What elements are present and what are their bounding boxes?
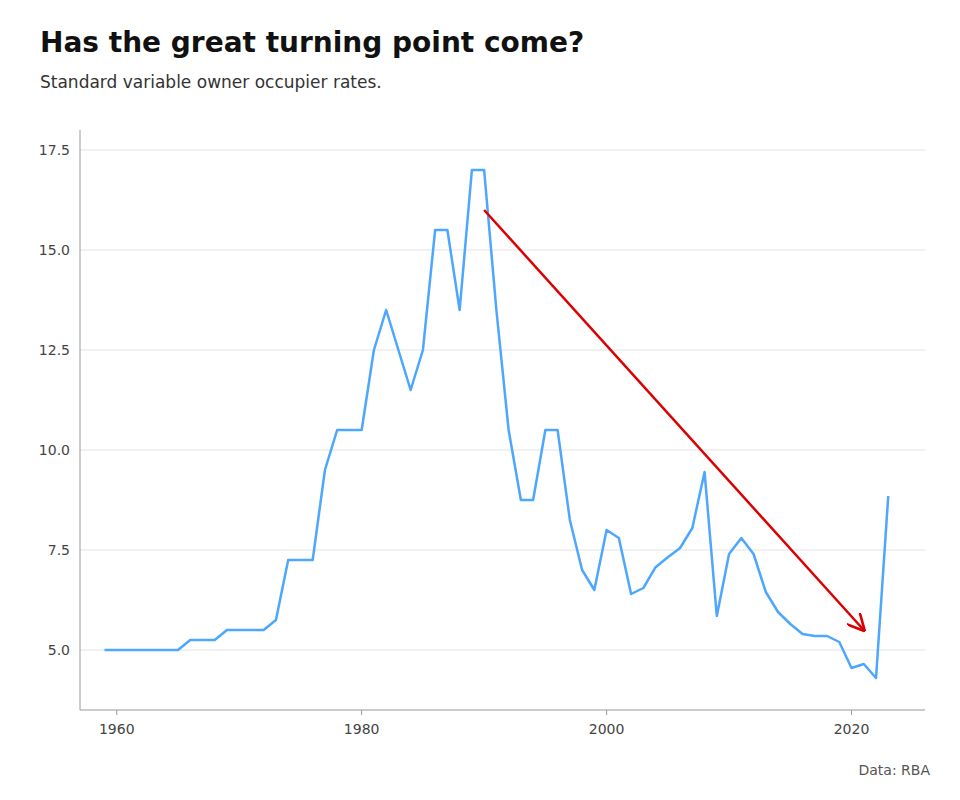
chart: Has the great turning point come? Standar… [0, 0, 960, 800]
y-tick-label: 5.0 [48, 642, 70, 658]
grid-line [80, 450, 925, 451]
x-axis-line [80, 710, 925, 711]
subtitle: Standard variable owner occupier rates. [40, 72, 382, 92]
x-tick [361, 710, 362, 715]
plot-area [104, 170, 888, 678]
rate-line [104, 170, 888, 678]
x-tick-label: 2000 [589, 721, 625, 737]
x-tick-label: 1960 [99, 721, 135, 737]
title: Has the great turning point come? [40, 26, 584, 59]
y-tick-label: 10.0 [39, 442, 70, 458]
x-tick-label: 2020 [834, 721, 870, 737]
annotation-arrow [484, 210, 864, 630]
y-axis: 5.0 7.5 10.0 12.5 15.0 17.5 [39, 142, 925, 658]
y-tick-label: 7.5 [48, 542, 70, 558]
y-tick-label: 15.0 [39, 242, 70, 258]
x-tick [851, 710, 852, 715]
grid-line [80, 650, 925, 651]
source: Data: RBA [858, 762, 930, 778]
x-axis: 1960 1980 2000 2020 [99, 710, 869, 737]
y-tick-label: 17.5 [39, 142, 70, 158]
grid-line [80, 350, 925, 351]
x-tick [606, 710, 607, 715]
y-tick-label: 12.5 [39, 342, 70, 358]
grid-line [80, 550, 925, 551]
background [0, 0, 960, 800]
x-tick [116, 710, 117, 715]
x-tick-label: 1980 [344, 721, 380, 737]
y-axis-line [80, 130, 81, 710]
grid-line [80, 250, 925, 251]
grid-line [80, 150, 925, 151]
